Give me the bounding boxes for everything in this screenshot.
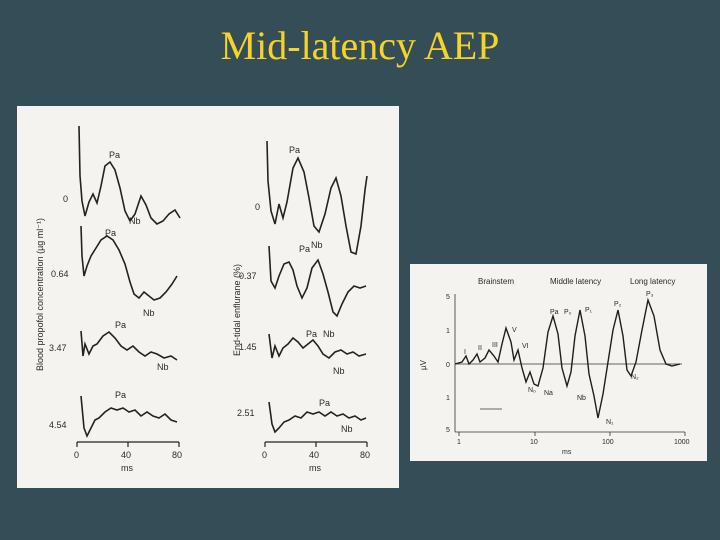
enflurane-trace-2 — [268, 333, 367, 360]
propofol-pa-3: Pa — [115, 390, 126, 400]
propofol-trace-3-value: 4.54 — [49, 420, 67, 430]
propofol-xtick-1: 40 — [121, 450, 131, 460]
xtick-0: 1 — [457, 439, 461, 446]
comp-P3: P₃ — [646, 291, 654, 298]
enflurane-xlabel: ms — [309, 463, 321, 473]
comp-Pa: Pa — [550, 309, 559, 316]
propofol-trace-0-value: 0 — [63, 194, 68, 204]
propofol-nb-1: Nb — [143, 308, 155, 318]
aep-waveform — [454, 297, 681, 419]
aep-components-svg: Brainstem Middle latency Long latency µV… — [419, 277, 690, 456]
enflurane-trace-1-value: 0.37 — [239, 271, 257, 281]
comp-I: I — [464, 349, 466, 356]
ytick-2: 0 — [446, 362, 450, 369]
comp-II: II — [478, 345, 482, 352]
propofol-ylabel: Blood propofol concentration (µg ml⁻¹) — [35, 218, 45, 371]
propofol-xaxis — [76, 441, 180, 447]
enflurane-nb-3: Nb — [341, 424, 353, 434]
enflurane-nb-0: Nb — [311, 240, 323, 250]
comp-P0: P₀ — [564, 309, 572, 316]
enflurane-xtick-0: 0 — [262, 450, 267, 460]
enflurane-pa-1: Pa — [299, 244, 310, 254]
components-xaxis — [455, 431, 686, 436]
propofol-trace-3 — [80, 395, 178, 438]
ytick-1: 1 — [446, 328, 450, 335]
ytick-4: 5 — [446, 427, 450, 434]
propofol-trace-0 — [78, 125, 181, 225]
enflurane-xtick-1: 40 — [309, 450, 319, 460]
propofol-trace-1-value: 0.64 — [51, 269, 69, 279]
ytick-0: 5 — [446, 294, 450, 301]
xtick-3: 1000 — [674, 439, 690, 446]
enflurane-pa-2: Pa — [306, 329, 317, 339]
enflurane-pa-3: Pa — [319, 398, 330, 408]
components-ylabel: µV — [419, 359, 428, 370]
comp-V: V — [512, 327, 517, 334]
propofol-trace-2 — [80, 330, 178, 361]
enflurane-xaxis — [264, 441, 368, 447]
enflurane-trace-0 — [266, 140, 368, 256]
comp-N0: N₀ — [528, 387, 536, 394]
propofol-trace-2-value: 3.47 — [49, 343, 67, 353]
propofol-pa-0: Pa — [109, 150, 120, 160]
xtick-1: 10 — [530, 439, 538, 446]
enflurane-nb-2b: Nb — [333, 366, 345, 376]
aep-anesthesia-figure: Blood propofol concentration (µg ml⁻¹) 0… — [17, 106, 399, 488]
components-yaxis — [454, 294, 682, 432]
enflurane-trace-3 — [268, 401, 367, 434]
comp-III: III — [492, 342, 498, 349]
comp-P1: P₁ — [585, 307, 593, 314]
propofol-xtick-0: 0 — [74, 450, 79, 460]
section-brainstem: Brainstem — [478, 277, 514, 286]
propofol-xtick-2: 80 — [172, 450, 182, 460]
enflurane-nb-2: Nb — [323, 329, 335, 339]
enflurane-ylabel: End-tidal enflurane (%) — [232, 264, 242, 356]
enflurane-trace-0-value: 0 — [255, 202, 260, 212]
section-long: Long latency — [630, 277, 675, 286]
propofol-trace-1 — [80, 225, 178, 301]
comp-Nb: Nb — [577, 395, 586, 402]
comp-P2: P₂ — [614, 301, 622, 308]
section-middle: Middle latency — [550, 277, 601, 286]
components-xlabel: ms — [562, 449, 572, 456]
ytick-3: 1 — [446, 395, 450, 402]
slide-title: Mid-latency AEP — [220, 23, 500, 68]
enflurane-trace-3-value: 2.51 — [237, 408, 255, 418]
comp-N1: N₁ — [606, 419, 614, 426]
enflurane-trace-1 — [268, 245, 367, 318]
enflurane-trace-2-value: 1.45 — [239, 342, 257, 352]
enflurane-pa-0: Pa — [289, 145, 300, 155]
aep-anesthesia-svg: Blood propofol concentration (µg ml⁻¹) 0… — [35, 125, 370, 473]
xtick-2: 100 — [602, 439, 614, 446]
propofol-nb-2: Nb — [157, 362, 169, 372]
propofol-pa-1: Pa — [105, 228, 116, 238]
propofol-nb-0: Nb — [129, 216, 141, 226]
comp-N2: N₂ — [631, 374, 639, 381]
comp-Na: Na — [544, 390, 553, 397]
comp-VI: VI — [522, 343, 529, 350]
aep-components-figure: Brainstem Middle latency Long latency µV… — [410, 264, 707, 461]
enflurane-xtick-2: 80 — [360, 450, 370, 460]
propofol-xlabel: ms — [121, 463, 133, 473]
propofol-pa-2: Pa — [115, 320, 126, 330]
